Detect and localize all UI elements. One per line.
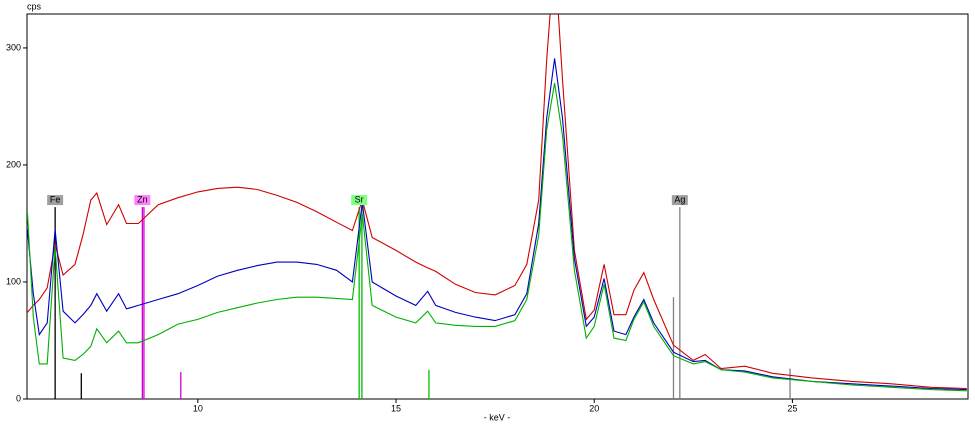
element-label: Fe [50, 194, 61, 204]
x-tick-label: 15 [391, 403, 401, 413]
element-label-box [47, 195, 64, 206]
plot-frame [26, 13, 969, 400]
x-tick-label: 10 [193, 403, 203, 413]
spectrum-line [27, 58, 967, 391]
x-axis-label: - keV - [484, 412, 511, 422]
element-label: Zn [137, 194, 148, 204]
spectrum-line [27, 82, 967, 392]
y-tick-label: 100 [6, 276, 21, 286]
element-label: Ag [674, 194, 685, 204]
element-label-box [671, 195, 688, 206]
y-tick-label: 300 [6, 42, 21, 52]
y-axis-label: cps [27, 1, 42, 11]
element-label-box [134, 195, 151, 206]
y-tick-label: 200 [6, 159, 21, 169]
y-tick-label: 0 [16, 393, 21, 403]
element-label-box [351, 195, 368, 206]
x-tick-label: 25 [787, 403, 797, 413]
x-tick-label: 20 [589, 403, 599, 413]
element-label: Sr [355, 194, 364, 204]
spectrum-line [27, 14, 967, 390]
plot-area [27, 14, 967, 399]
